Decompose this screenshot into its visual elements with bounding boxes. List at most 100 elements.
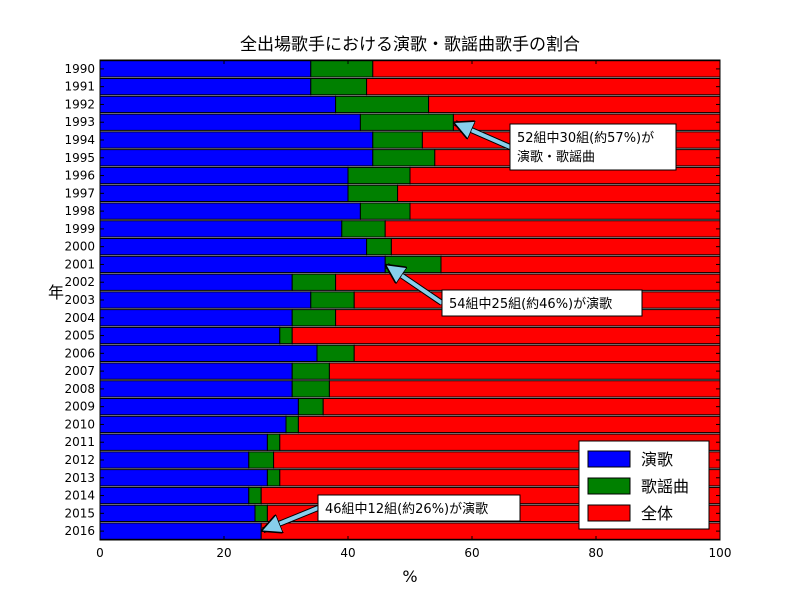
bar-2007-series-1	[291, 362, 330, 380]
annotation-arrow-0	[455, 123, 511, 149]
y-tick-label-2003: 2003	[64, 293, 95, 307]
bar-1999-series-1	[341, 220, 386, 238]
bar-2014-series-0	[99, 486, 250, 505]
y-tick-label-2002: 2002	[64, 275, 95, 289]
bar-2007-series-0	[99, 362, 293, 380]
y-tick-label-2015: 2015	[64, 506, 95, 520]
bar-1997-series-2	[397, 184, 721, 203]
bar-1995-series-1	[372, 149, 436, 167]
y-tick-label-1993: 1993	[64, 115, 95, 129]
annotation-box-1	[441, 289, 643, 317]
legend-swatch-1	[587, 477, 631, 495]
y-tick-label-1991: 1991	[64, 80, 95, 94]
annotation-arrow-1	[387, 266, 444, 305]
y-tick-label-2009: 2009	[64, 400, 95, 414]
y-tick-label-2007: 2007	[64, 364, 95, 378]
y-tick-label-1994: 1994	[64, 133, 95, 147]
bar-2000-series-0	[99, 237, 368, 256]
bar-2010-series-1	[285, 415, 299, 434]
annotation-text-1-0: 54組中25組(約46%)が演歌	[449, 296, 612, 312]
legend-swatch-0	[587, 450, 631, 468]
bar-2010-series-0	[99, 415, 287, 434]
bar-1992-series-1	[335, 95, 430, 114]
annotation-text-0-0: 52組中30組(約57%)が	[517, 131, 654, 146]
bar-2007-series-2	[328, 362, 721, 380]
bar-1997-series-1	[347, 184, 399, 203]
bar-1990-series-1	[310, 60, 374, 78]
bar-2003-series-1	[310, 291, 355, 309]
bar-2012-series-1	[248, 451, 275, 469]
bar-2016-series-0	[99, 522, 262, 540]
bar-1998-series-0	[99, 202, 361, 220]
y-tick-label-1998: 1998	[64, 204, 95, 218]
y-tick-label-2004: 2004	[64, 311, 95, 325]
y-tick-label-1992: 1992	[64, 97, 95, 111]
bar-1992-series-2	[428, 95, 721, 114]
bar-2008-series-2	[328, 380, 721, 398]
y-tick-label-2008: 2008	[64, 382, 95, 396]
y-tick-label-1997: 1997	[64, 186, 95, 200]
annotation-box-0	[509, 123, 677, 171]
x-axis-label: %	[402, 567, 417, 586]
x-tick-label-80: 80	[588, 546, 603, 560]
legend-label-0: 演歌	[641, 450, 673, 469]
bar-2005-series-1	[279, 326, 293, 345]
y-tick-label-2016: 2016	[64, 524, 95, 538]
x-tick-label-20: 20	[216, 546, 231, 560]
bar-1997-series-0	[99, 184, 349, 203]
y-tick-label-1996: 1996	[64, 169, 95, 183]
annotation-text-2-0: 46組中12組(約26%)が演歌	[325, 501, 488, 517]
bar-2004-series-1	[291, 309, 337, 327]
y-tick-label-2010: 2010	[64, 417, 95, 431]
bar-1991-series-0	[99, 77, 312, 96]
bar-2002-series-0	[99, 273, 293, 291]
bar-2011-series-0	[99, 433, 268, 451]
y-tick-label-2001: 2001	[64, 257, 95, 271]
y-tick-label-2012: 2012	[64, 453, 95, 467]
x-tick-label-100: 100	[709, 546, 732, 560]
y-tick-label-1990: 1990	[64, 62, 95, 76]
bar-2001-series-0	[99, 255, 386, 274]
bar-2003-series-0	[99, 291, 312, 309]
bar-2010-series-2	[297, 415, 721, 434]
bar-2005-series-0	[99, 326, 281, 345]
bar-1993-series-0	[99, 113, 361, 131]
bar-2009-series-2	[322, 397, 721, 416]
legend-label-2: 全体	[641, 504, 673, 523]
y-tick-label-2000: 2000	[64, 240, 95, 254]
bar-2000-series-1	[366, 237, 392, 256]
bar-2012-series-0	[99, 451, 250, 469]
bar-2002-series-1	[291, 273, 337, 291]
bar-1996-series-1	[347, 166, 411, 185]
bar-2015-series-1	[254, 504, 268, 523]
bar-1998-series-2	[409, 202, 721, 220]
legend-label-1: 歌謡曲	[641, 477, 689, 496]
y-tick-label-2005: 2005	[64, 329, 95, 343]
chart-title: 全出場歌手における演歌・歌謡曲歌手の割合	[240, 35, 580, 55]
y-tick-label-1999: 1999	[64, 222, 95, 236]
y-tick-label-1995: 1995	[64, 151, 95, 165]
annotation-1: 54組中25組(約46%)が演歌	[387, 263, 643, 317]
annotation-box-2	[317, 494, 521, 522]
bar-2013-series-0	[99, 469, 268, 487]
bar-2006-series-1	[316, 344, 355, 363]
bar-2001-series-2	[440, 255, 721, 274]
bar-2014-series-1	[248, 486, 262, 505]
legend-swatch-2	[587, 504, 631, 522]
y-axis-label: 年	[48, 283, 64, 302]
bar-2006-series-0	[99, 344, 318, 363]
bar-2006-series-2	[353, 344, 721, 363]
bar-1994-series-0	[99, 131, 374, 149]
bar-2002-series-2	[335, 273, 721, 291]
bar-2009-series-0	[99, 397, 299, 416]
bar-1990-series-2	[372, 60, 721, 78]
bar-1999-series-0	[99, 220, 343, 238]
y-tick-label-2006: 2006	[64, 346, 95, 360]
bar-1990-series-0	[99, 60, 312, 78]
bar-1996-series-0	[99, 166, 349, 185]
bar-2008-series-1	[291, 380, 330, 398]
bar-1994-series-1	[372, 131, 423, 149]
bar-1993-series-1	[359, 113, 454, 131]
bar-1991-series-2	[366, 77, 721, 96]
